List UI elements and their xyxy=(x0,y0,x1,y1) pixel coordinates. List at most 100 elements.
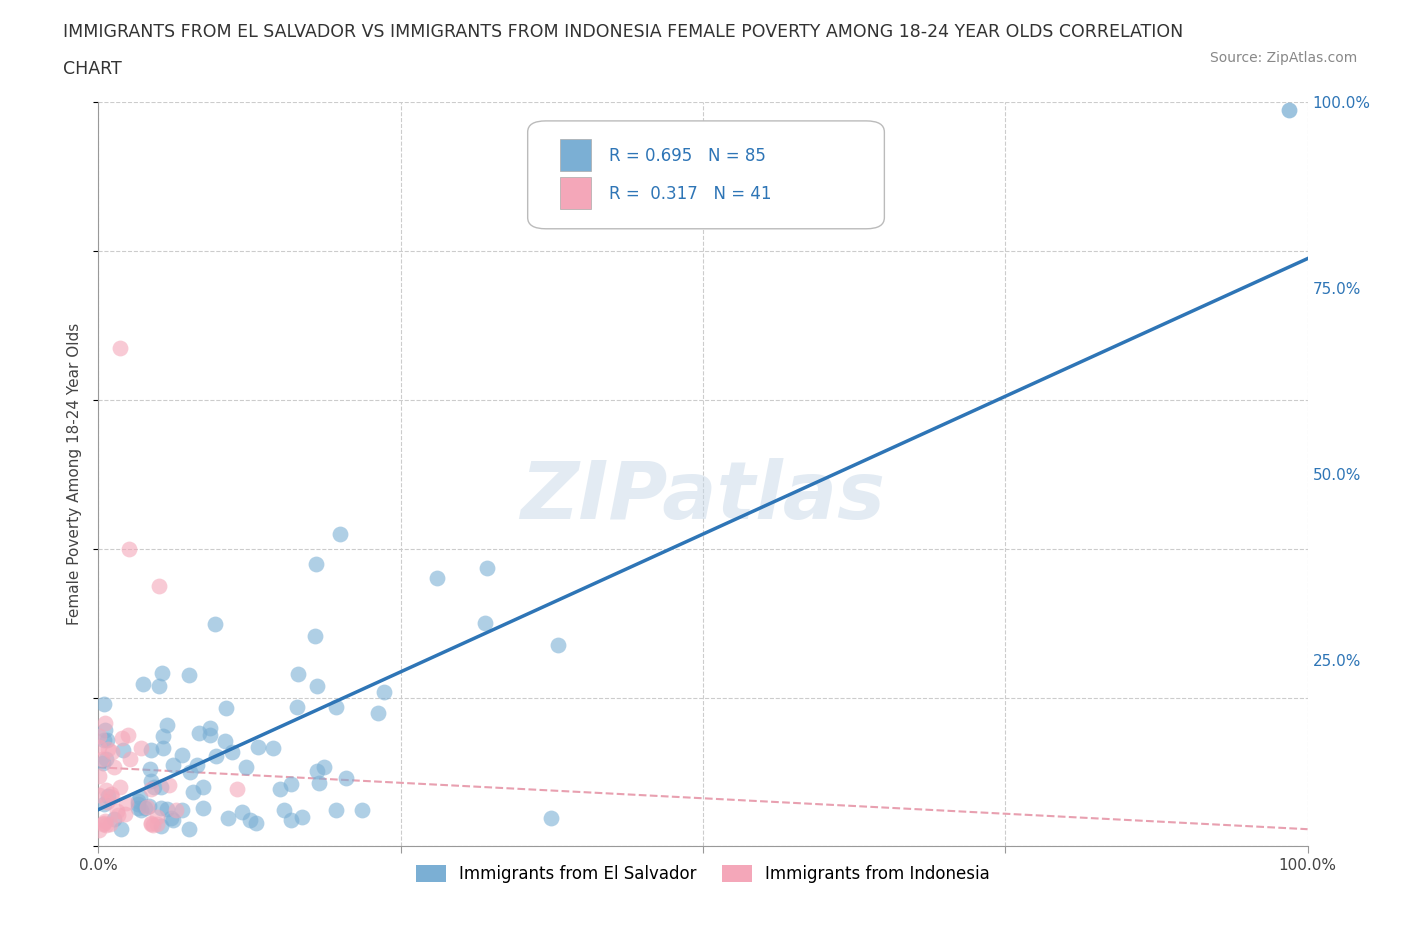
Point xyxy=(115,795,138,810)
Point xyxy=(93,723,115,737)
Point xyxy=(188,725,211,740)
Point xyxy=(217,810,239,825)
Point xyxy=(134,800,156,815)
Point xyxy=(129,803,152,817)
Point xyxy=(191,779,214,794)
Point xyxy=(96,751,118,766)
Point xyxy=(103,811,125,826)
Point xyxy=(152,729,174,744)
Point xyxy=(172,803,194,817)
Point xyxy=(100,790,122,804)
Point xyxy=(307,678,329,693)
Point xyxy=(474,616,496,631)
Point xyxy=(138,799,160,814)
Point xyxy=(90,751,112,766)
Point xyxy=(280,777,302,792)
Point xyxy=(141,817,163,831)
Point xyxy=(91,756,114,771)
Point xyxy=(98,817,121,831)
Point xyxy=(89,787,111,802)
Point xyxy=(200,721,222,736)
Point xyxy=(325,803,347,817)
Bar xyxy=(561,140,591,171)
Point xyxy=(145,817,167,831)
Point xyxy=(231,805,253,820)
Point xyxy=(162,758,184,773)
Point xyxy=(269,782,291,797)
Point xyxy=(127,793,149,808)
Point xyxy=(94,814,117,829)
Point xyxy=(547,638,569,653)
Point xyxy=(193,801,215,816)
Text: R = 0.695   N = 85: R = 0.695 N = 85 xyxy=(609,147,765,165)
Point xyxy=(96,794,118,809)
Point xyxy=(94,782,117,797)
Point xyxy=(100,787,122,802)
Point xyxy=(94,716,117,731)
Point xyxy=(540,811,562,826)
Point xyxy=(91,817,114,831)
Point xyxy=(247,739,270,754)
Point xyxy=(93,816,115,830)
Point xyxy=(118,541,141,556)
Point xyxy=(280,812,302,827)
Point xyxy=(105,804,128,818)
Point xyxy=(128,790,150,804)
Point xyxy=(157,777,180,792)
Point xyxy=(146,809,169,824)
Legend: Immigrants from El Salvador, Immigrants from Indonesia: Immigrants from El Salvador, Immigrants … xyxy=(409,858,997,890)
Point xyxy=(186,757,208,772)
Point xyxy=(135,800,157,815)
Point xyxy=(325,700,347,715)
Point xyxy=(291,809,314,824)
Point xyxy=(205,749,228,764)
Point xyxy=(335,771,357,786)
Point xyxy=(160,811,183,826)
Point xyxy=(93,797,115,812)
Point xyxy=(225,781,247,796)
Point xyxy=(139,781,162,796)
Point xyxy=(101,744,124,759)
Point xyxy=(200,727,222,742)
Point xyxy=(287,666,309,681)
Point xyxy=(304,629,326,644)
Point xyxy=(127,796,149,811)
Text: CHART: CHART xyxy=(63,60,122,78)
Point xyxy=(97,741,120,756)
Point xyxy=(108,340,131,355)
Point xyxy=(87,769,110,784)
Point xyxy=(235,759,257,774)
Text: ZIPatlas: ZIPatlas xyxy=(520,458,886,536)
Point xyxy=(149,779,172,794)
Point xyxy=(93,733,115,748)
Point xyxy=(426,571,449,586)
Bar xyxy=(561,178,591,208)
FancyBboxPatch shape xyxy=(527,121,884,229)
Point xyxy=(1278,102,1301,117)
Point xyxy=(111,742,134,757)
Point xyxy=(156,717,179,732)
Point xyxy=(221,745,243,760)
Point xyxy=(127,801,149,816)
Point xyxy=(156,802,179,817)
Point xyxy=(239,813,262,828)
Point xyxy=(93,696,115,711)
Point xyxy=(215,701,238,716)
Text: Source: ZipAtlas.com: Source: ZipAtlas.com xyxy=(1209,51,1357,65)
Point xyxy=(148,679,170,694)
Point xyxy=(87,739,110,754)
Point xyxy=(148,578,170,593)
Point xyxy=(131,740,153,755)
Point xyxy=(110,780,132,795)
Point xyxy=(107,807,129,822)
Point xyxy=(305,764,328,778)
Point xyxy=(132,677,155,692)
Point xyxy=(179,668,201,683)
Point xyxy=(139,761,162,776)
Point xyxy=(120,751,142,766)
Point xyxy=(103,760,125,775)
Text: IMMIGRANTS FROM EL SALVADOR VS IMMIGRANTS FROM INDONESIA FEMALE POVERTY AMONG 18: IMMIGRANTS FROM EL SALVADOR VS IMMIGRANT… xyxy=(63,23,1184,41)
Point xyxy=(141,742,163,757)
Point xyxy=(181,785,204,800)
Point xyxy=(110,822,132,837)
